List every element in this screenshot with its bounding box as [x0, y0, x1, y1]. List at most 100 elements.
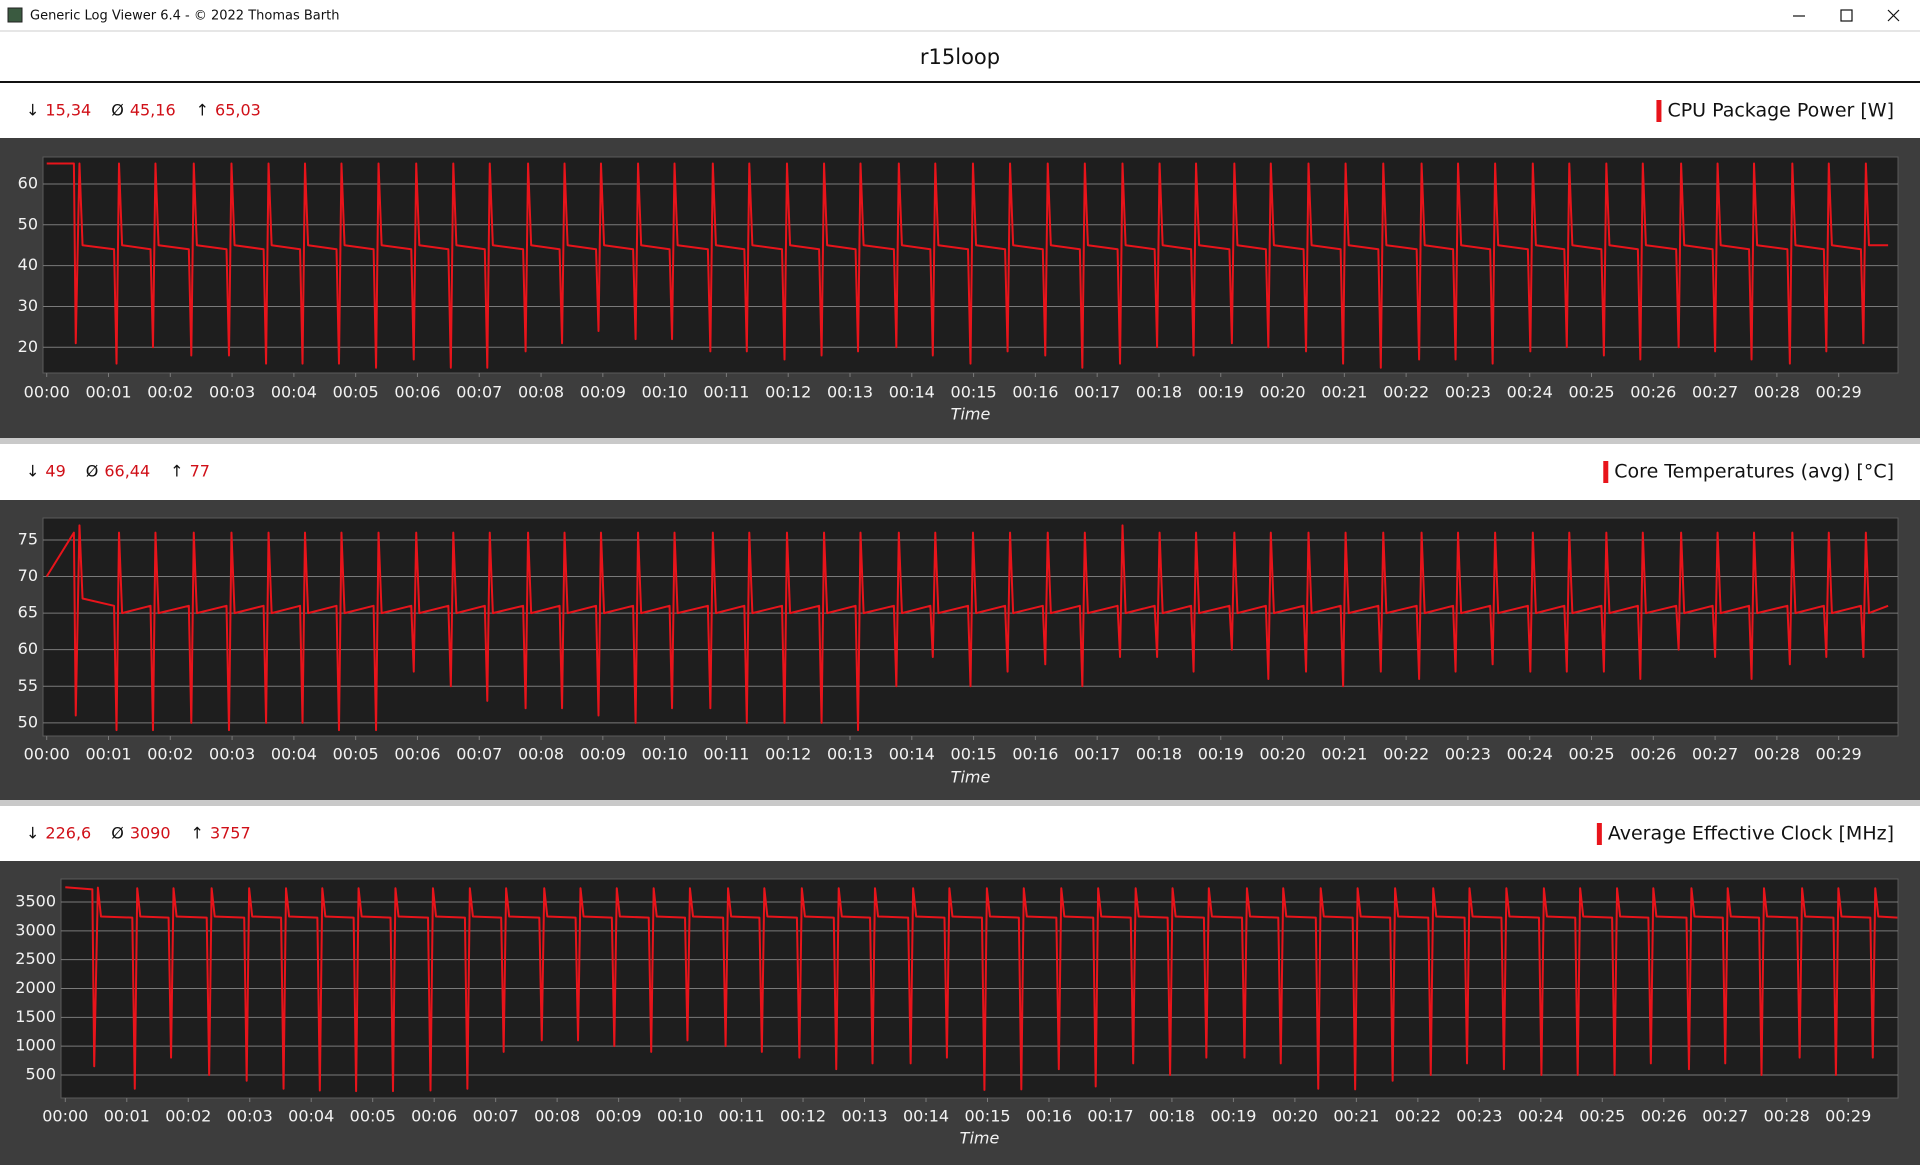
x-tick-label: 00:28 [1754, 745, 1800, 764]
x-tick-label: 00:29 [1816, 745, 1862, 764]
x-tick-label: 00:17 [1074, 383, 1120, 402]
stat-value: 49 [45, 462, 65, 481]
x-tick-label: 00:10 [642, 383, 688, 402]
x-tick-label: 00:01 [85, 745, 131, 764]
x-tick-label: 00:15 [964, 1107, 1010, 1126]
x-tick-label: 00:05 [333, 745, 379, 764]
x-tick-label: 00:21 [1321, 745, 1367, 764]
stat-value: 45,16 [130, 101, 176, 120]
data-line [45, 524, 1889, 732]
x-tick-label: 00:27 [1692, 745, 1738, 764]
x-tick-label: 00:02 [147, 383, 193, 402]
x-tick-label: 00:14 [903, 1107, 949, 1126]
y-tick-label: 40 [18, 255, 38, 274]
x-tick-label: 00:04 [271, 383, 317, 402]
y-tick-label: 30 [18, 296, 38, 315]
x-tick-label: 00:20 [1259, 745, 1305, 764]
stat-value: 77 [190, 462, 210, 481]
x-tick-label: 00:15 [951, 745, 997, 764]
stat-symbol: ↑ [191, 824, 204, 843]
x-axis-label: Time [951, 768, 991, 787]
x-tick-label: 00:25 [1568, 745, 1614, 764]
x-tick-label: 00:24 [1507, 383, 1553, 402]
x-tick-label: 00:17 [1074, 745, 1120, 764]
x-tick-label: 00:03 [209, 383, 255, 402]
y-tick-label: 55 [18, 676, 38, 695]
x-tick-label: 00:06 [411, 1107, 457, 1126]
stat-symbol: ↑ [196, 101, 209, 120]
x-tick-label: 00:02 [165, 1107, 211, 1126]
x-tick-label: 00:14 [889, 745, 935, 764]
x-tick-label: 00:16 [1012, 745, 1058, 764]
x-tick-label: 00:00 [24, 745, 70, 764]
maximize-button[interactable] [1840, 9, 1853, 22]
x-tick-label: 00:09 [596, 1107, 642, 1126]
x-tick-label: 00:00 [42, 1107, 88, 1126]
x-tick-label: 00:15 [951, 383, 997, 402]
data-line [65, 886, 1898, 1093]
x-tick-label: 00:26 [1630, 383, 1676, 402]
x-tick-label: 00:27 [1702, 1107, 1748, 1126]
x-tick-label: 00:03 [227, 1107, 273, 1126]
y-tick-label: 50 [18, 712, 38, 731]
title-bar [0, 0, 1920, 31]
x-tick-label: 00:18 [1136, 745, 1182, 764]
x-tick-label: 00:08 [534, 1107, 580, 1126]
x-tick-label: 00:06 [394, 383, 440, 402]
x-tick-label: 00:18 [1149, 1107, 1195, 1126]
x-tick-label: 00:24 [1518, 1107, 1564, 1126]
window-title: Generic Log Viewer 6.4 - © 2022 Thomas B… [30, 9, 339, 24]
x-tick-label: 00:26 [1641, 1107, 1687, 1126]
x-tick-label: 00:28 [1754, 383, 1800, 402]
x-tick-label: 00:09 [580, 745, 626, 764]
x-tick-label: 00:20 [1272, 1107, 1318, 1126]
stat-value: 66,44 [104, 462, 150, 481]
x-tick-label: 00:23 [1456, 1107, 1502, 1126]
y-tick-label: 2500 [15, 949, 56, 968]
x-tick-label: 00:22 [1383, 745, 1429, 764]
x-tick-label: 00:29 [1825, 1107, 1871, 1126]
close-button[interactable] [1887, 9, 1900, 22]
x-tick-label: 00:19 [1210, 1107, 1256, 1126]
x-tick-label: 00:12 [765, 383, 811, 402]
x-tick-label: 00:07 [473, 1107, 519, 1126]
x-tick-label: 00:05 [333, 383, 379, 402]
x-tick-label: 00:26 [1630, 745, 1676, 764]
x-tick-label: 00:01 [104, 1107, 150, 1126]
x-tick-label: 00:17 [1087, 1107, 1133, 1126]
log-title: r15loop [920, 45, 1000, 69]
x-tick-label: 00:29 [1816, 383, 1862, 402]
x-tick-label: 00:02 [147, 745, 193, 764]
stat-value: 3757 [210, 824, 251, 843]
x-tick-label: 00:27 [1692, 383, 1738, 402]
x-tick-label: 00:04 [288, 1107, 334, 1126]
legend-label: Core Temperatures (avg) [°C] [1614, 461, 1894, 483]
x-tick-label: 00:21 [1333, 1107, 1379, 1126]
legend-swatch [1596, 823, 1602, 845]
x-tick-label: 00:06 [394, 745, 440, 764]
x-tick-label: 00:07 [456, 383, 502, 402]
stat-value: 226,6 [45, 824, 91, 843]
x-tick-label: 00:08 [518, 745, 564, 764]
stat-symbol: ↓ [26, 101, 39, 120]
x-tick-label: 00:07 [456, 745, 502, 764]
x-tick-label: 00:16 [1026, 1107, 1072, 1126]
y-tick-label: 1000 [15, 1036, 56, 1055]
stat-symbol: ↑ [170, 462, 183, 481]
y-tick-label: 70 [18, 566, 38, 585]
y-tick-label: 2000 [15, 978, 56, 997]
x-tick-label: 00:19 [1198, 745, 1244, 764]
x-tick-label: 00:24 [1507, 745, 1553, 764]
x-tick-label: 00:11 [703, 745, 749, 764]
x-tick-label: 00:11 [703, 383, 749, 402]
y-tick-label: 3500 [15, 892, 56, 911]
y-tick-label: 60 [18, 639, 38, 658]
stat-symbol: ↓ [26, 462, 39, 481]
panel-separator [0, 800, 1920, 806]
x-tick-label: 00:22 [1383, 383, 1429, 402]
x-tick-label: 00:20 [1259, 383, 1305, 402]
stat-symbol: Ø [111, 101, 124, 120]
x-tick-label: 00:10 [642, 745, 688, 764]
